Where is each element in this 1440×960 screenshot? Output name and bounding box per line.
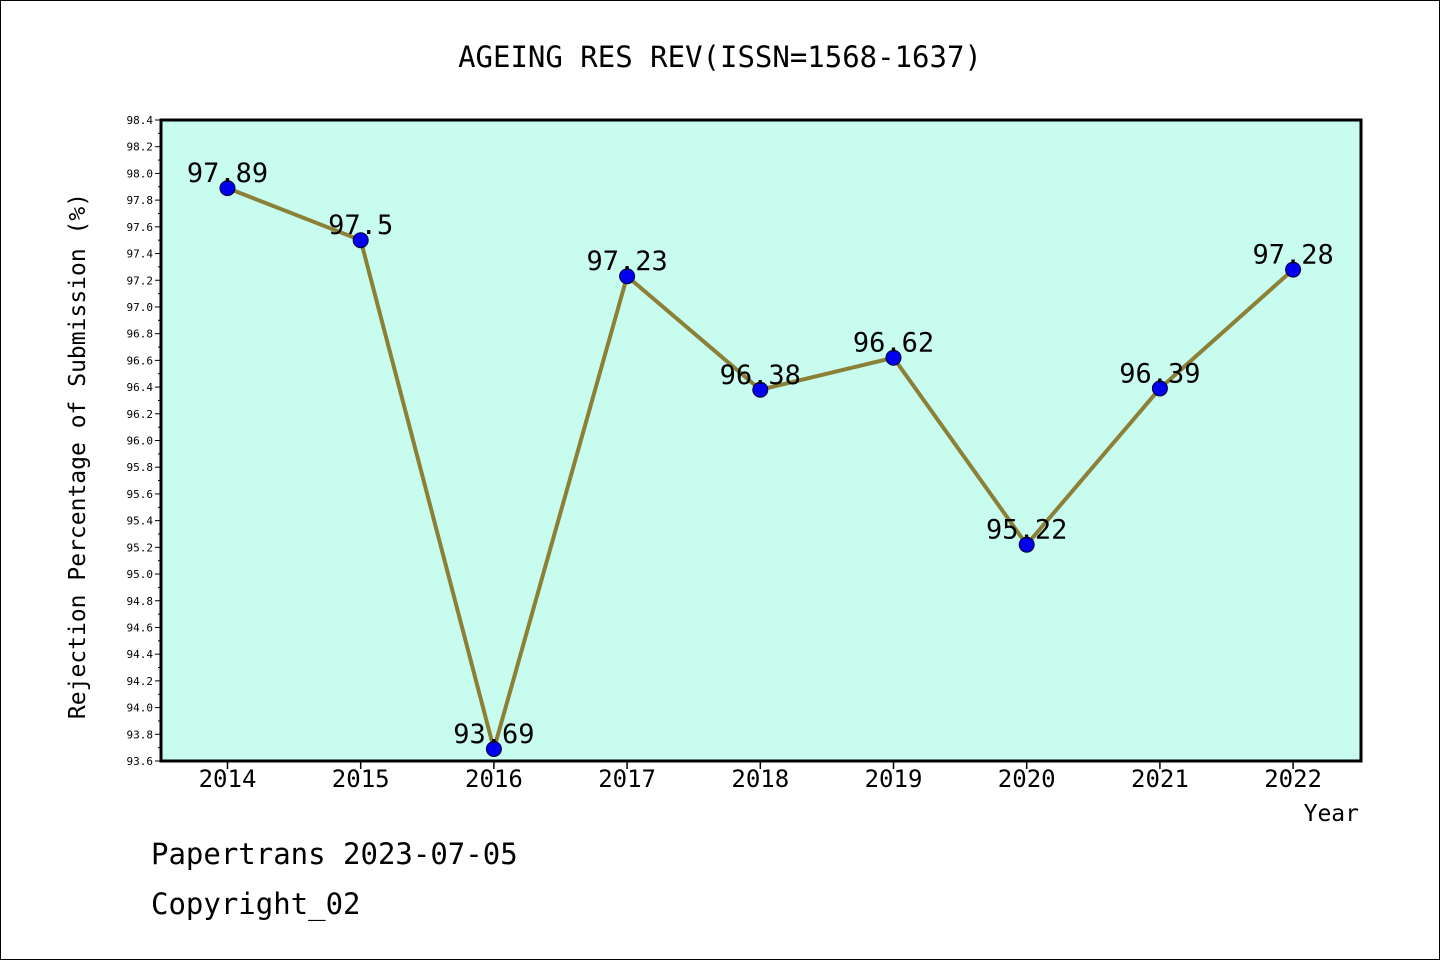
y-tick-label: 97.0 xyxy=(127,301,154,314)
y-tick-label: 95.8 xyxy=(127,461,154,474)
y-tick-label: 94.0 xyxy=(127,702,154,715)
data-value-label: 96.62 xyxy=(853,328,934,359)
data-value-label: 96.38 xyxy=(720,360,801,391)
y-tick-label: 96.0 xyxy=(127,435,154,448)
x-tick-label: 2019 xyxy=(865,765,923,793)
y-tick-label: 95.4 xyxy=(127,515,154,528)
x-tick-label: 2016 xyxy=(465,765,523,793)
x-axis: 2014 2015 2016 2017 2018 2019 2020 2021 2022 xyxy=(199,761,1322,793)
x-tick-label: 2021 xyxy=(1131,765,1189,793)
y-tick-label: 98.0 xyxy=(127,167,154,180)
data-point-marker xyxy=(219,180,236,197)
y-tick-label: 97.6 xyxy=(127,221,154,234)
data-point-marker xyxy=(1285,261,1302,278)
data-value-label: 97.28 xyxy=(1252,240,1333,271)
y-axis-label: Rejection Percentage of Submission (%) xyxy=(65,193,91,719)
x-axis-label: Year xyxy=(1304,801,1359,827)
data-value-label: 96.39 xyxy=(1119,358,1200,389)
y-tick-label: 96.4 xyxy=(127,381,154,394)
y-tick-label: 97.8 xyxy=(127,194,154,207)
y-tick-label: 96.8 xyxy=(127,328,154,341)
footer-date-text: Papertrans 2023-07-05 xyxy=(151,837,518,871)
y-tick-label: 94.4 xyxy=(127,648,154,661)
y-tick-label: 93.8 xyxy=(127,728,154,741)
data-point-marker xyxy=(485,740,502,757)
y-tick-label: 94.2 xyxy=(127,675,154,688)
y-axis: 93.6 93.8 94.0 94.2 94.4 94.6 94.8 95.0 95.2 95.4… xyxy=(127,114,161,768)
data-value-label: 93.69 xyxy=(453,719,534,750)
plot-frame xyxy=(159,118,1363,763)
data-value-label: 97.23 xyxy=(586,246,667,277)
y-tick-label: 95.2 xyxy=(127,541,154,554)
x-tick-label: 2020 xyxy=(998,765,1056,793)
y-tick-label: 94.8 xyxy=(127,595,154,608)
data-value-label: 95.22 xyxy=(986,515,1067,546)
plot-area xyxy=(161,120,1361,761)
footer-copyright-text: Copyright_02 xyxy=(151,887,361,922)
data-point-marker xyxy=(1018,536,1035,553)
y-tick-label: 96.6 xyxy=(127,354,154,367)
data-value-label: 97.5 xyxy=(328,210,393,241)
x-tick-label: 2022 xyxy=(1264,765,1322,793)
data-value-label: 97.89 xyxy=(187,158,268,189)
y-tick-label: 98.4 xyxy=(127,114,154,127)
x-tick-label: 2018 xyxy=(731,765,789,793)
data-point-marker xyxy=(619,268,636,285)
y-tick-label: 94.6 xyxy=(127,621,154,634)
x-tick-label: 2015 xyxy=(332,765,390,793)
data-point-marker xyxy=(752,381,769,398)
series-markers xyxy=(219,180,1302,757)
data-labels: 97.89 97.5 93.69 97.23 96.38 96.62 95.22 96.39 9… xyxy=(187,158,1334,750)
data-point-marker xyxy=(885,349,902,366)
y-tick-label: 93.6 xyxy=(127,755,154,768)
y-tick-label: 97.4 xyxy=(127,248,154,261)
x-tick-label: 2014 xyxy=(199,765,257,793)
x-tick-label: 2017 xyxy=(598,765,656,793)
y-tick-label: 96.2 xyxy=(127,408,154,421)
data-point-marker xyxy=(352,232,369,249)
y-tick-label: 95.0 xyxy=(127,568,154,581)
data-point-marker xyxy=(1151,380,1168,397)
y-tick-label: 98.2 xyxy=(127,141,154,154)
y-tick-label: 97.2 xyxy=(127,274,154,287)
y-tick-label: 95.6 xyxy=(127,488,154,501)
chart-title: AGEING RES REV(ISSN=1568-1637) xyxy=(458,40,982,74)
